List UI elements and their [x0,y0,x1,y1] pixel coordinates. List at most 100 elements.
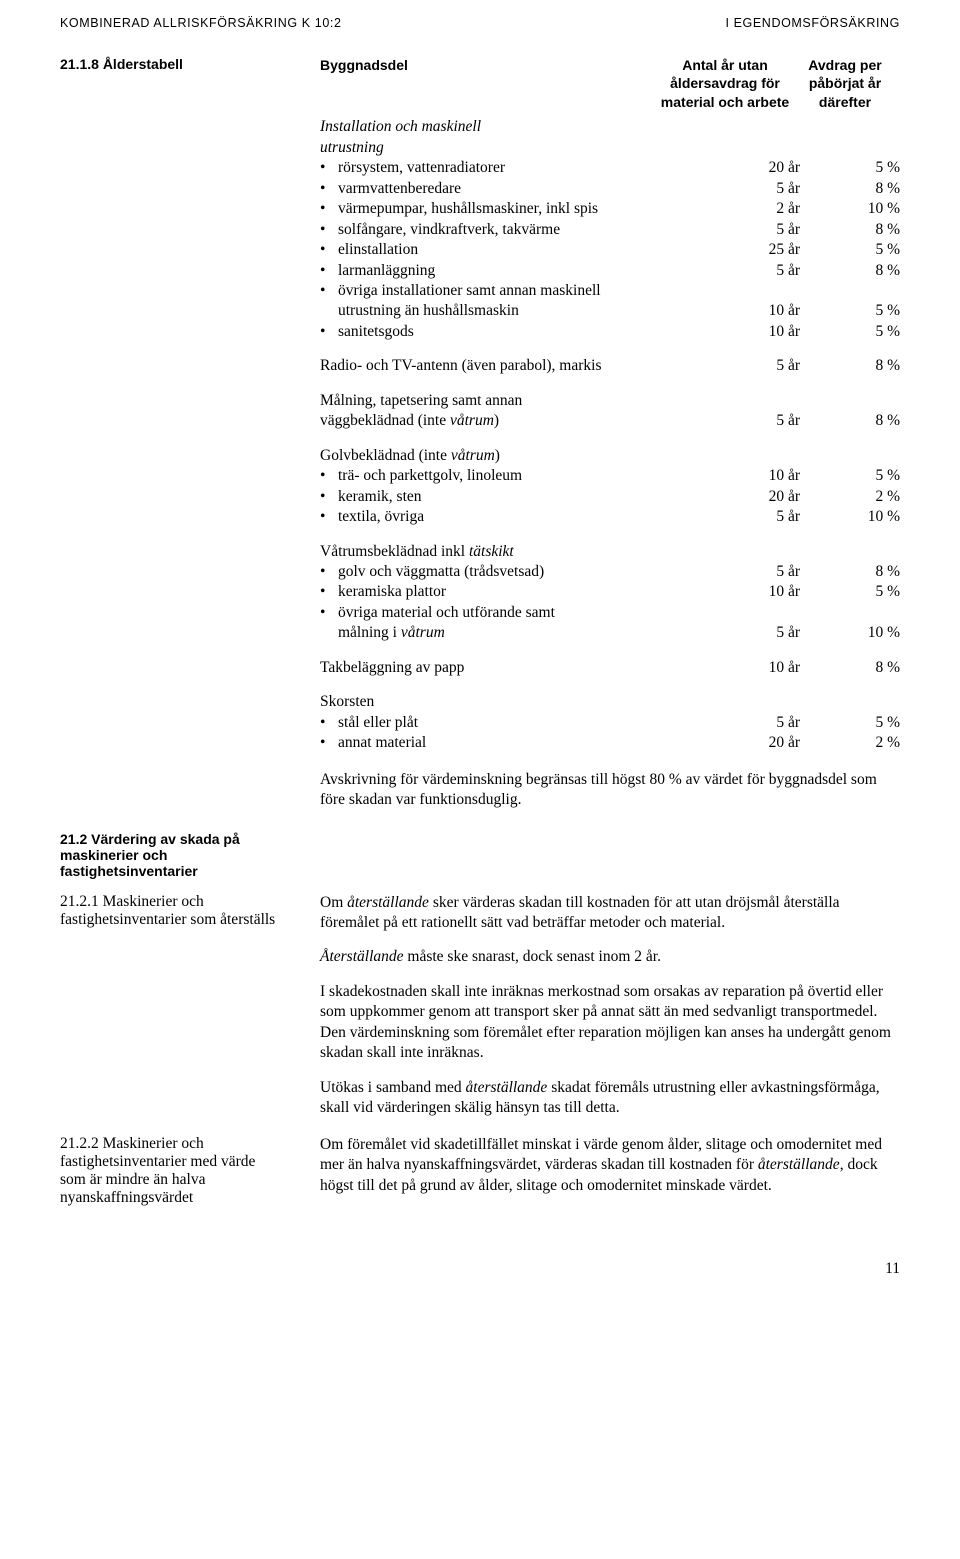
row-c1: 10 år [720,582,820,602]
group1-head-l2: utrustning [320,138,900,158]
header-left: KOMBINERAD ALLRISKFÖRSÄKRING K 10:2 [60,16,342,30]
row-desc: sanitetsgods [338,322,720,342]
th-years: Antal år utan åldersavdrag för material … [660,56,790,111]
row-desc: larmanläggning [338,261,720,281]
chimney-head: Skorsten [320,692,900,712]
row-c1: 5 år [720,562,820,582]
group1-head-l1: Installation och maskinell [320,117,900,137]
p2-it: Återställande [320,948,404,965]
paint-pre: väggbeklädnad (inte [320,412,450,429]
row-c2: 5 % [820,582,900,602]
bullet-icon: • [320,199,338,219]
paint-post: ) [494,412,499,429]
bullet-icon: • [320,261,338,281]
row-desc: övriga material och utförande samt målni… [338,603,900,644]
section-21-2-1-label: 21.2.1 Maskinerier och fastighetsinventa… [60,893,320,1133]
paint-it: våtrum [450,412,494,429]
para-21-2-2: Om föremålet vid skadetillfället minskat… [320,1135,900,1196]
bullet-icon: • [320,220,338,240]
table-row: •stål eller plåt5 år5 % [320,713,900,733]
row-c2: 2 % [820,733,900,753]
floor-pre: Golvbeklädnad (inte [320,447,451,464]
content: 21.1.8 Ålderstabell Byggnadsdel Antal år… [0,36,960,1250]
th-deduct-l3: därefter [790,93,900,111]
row-desc: rörsystem, vattenradiatorer [338,158,720,178]
bullet-icon: • [320,158,338,178]
section-21-2-label: 21.2 Värdering av skada på maskinerier o… [60,831,320,879]
extra1-c2: 5 % [820,301,900,321]
p2-post: måste ske snarast, dock senast inom 2 år… [404,948,661,965]
floor-post: ) [495,447,500,464]
row-desc: övriga installationer samt annan maskine… [338,281,900,322]
row-desc: solfångare, vindkraftverk, takvärme [338,220,720,240]
row-c1: 10 år [720,466,820,486]
row-c1: 5 år [720,261,820,281]
table-row: •värmepumpar, hushållsmaskiner, inkl spi… [320,199,900,219]
floor-head: Golvbeklädnad (inte våtrum) [320,446,900,466]
bullet-icon: • [320,582,338,602]
th-years-l3: material och arbete [660,93,790,111]
roof-c1: 10 år [720,658,820,678]
th-years-l1: Antal år utan [660,56,790,74]
row-desc: annat material [338,733,720,753]
p4-pre: Utökas i samband med [320,1079,466,1096]
row-c1: 20 år [720,158,820,178]
paint-head: Målning, tapetsering samt annan väggbekl… [320,391,900,432]
bullet-icon: • [320,281,338,301]
bullet-icon: • [320,507,338,527]
table-row: •solfångare, vindkraftverk, takvärme5 år… [320,220,900,240]
roof-desc: Takbeläggning av papp [320,658,720,678]
roof-row: Takbeläggning av papp 10 år 8 % [320,658,900,678]
age-table-header: Byggnadsdel Antal år utan åldersavdrag f… [320,56,900,111]
table-row: • sanitetsgods 10 år 5 % [320,322,900,342]
bullet-icon: • [320,240,338,260]
floor-it: våtrum [451,447,495,464]
bullet-icon: • [320,733,338,753]
th-deduct: Avdrag per påbörjat år därefter [790,56,900,111]
row-c2: 5 % [820,240,900,260]
bullet-icon: • [320,562,338,582]
wet-extra-c2: 10 % [820,623,900,643]
th-years-l2: åldersavdrag för [660,74,790,92]
paint-c1: 5 år [720,411,820,431]
header-right: I EGENDOMSFÖRSÄKRING [725,16,900,30]
table-row: •varmvattenberedare5 år8 % [320,179,900,199]
row-c1: 5 år [720,220,820,240]
radio-c1: 5 år [720,356,820,376]
bullet-icon: • [320,487,338,507]
page-number: 11 [0,1250,960,1308]
row-c2: 8 % [820,261,900,281]
row-desc: keramik, sten [338,487,720,507]
table-row: • övriga installationer samt annan maski… [320,281,900,322]
row-c1: 5 år [720,713,820,733]
th-byggnadsdel: Byggnadsdel [320,56,660,111]
extra1-l1: övriga installationer samt annan maskine… [338,281,900,301]
page-header: KOMBINERAD ALLRISKFÖRSÄKRING K 10:2 I EG… [0,0,960,36]
bullet-icon: • [320,713,338,733]
table-row: •larmanläggning5 år8 % [320,261,900,281]
row-desc: värmepumpar, hushållsmaskiner, inkl spis [338,199,720,219]
p4-it: återställande [466,1079,548,1096]
table-row: •annat material20 år2 % [320,733,900,753]
row-c1: 20 år [720,733,820,753]
row-c1: 25 år [720,240,820,260]
section-21-2-2-label: 21.2.2 Maskinerier och fastighetsinventa… [60,1135,320,1210]
row-desc: elinstallation [338,240,720,260]
wet-extra-c1: 5 år [720,623,820,643]
bullet-icon: • [320,603,338,623]
p2122-it: återställande [758,1156,840,1173]
table-row: •textila, övriga5 år10 % [320,507,900,527]
p1-it: återställande [347,894,429,911]
para-21-2-1-3: I skadekostnaden skall inte inräknas mer… [320,982,900,1064]
row-c2: 2 % [820,487,900,507]
row-desc: varmvattenberedare [338,179,720,199]
row-desc: trä- och parkettgolv, linoleum [338,466,720,486]
para-21-2-1-2: Återställande måste ske snarast, dock se… [320,947,900,967]
bullet-icon: • [320,179,338,199]
wet-pre: Våtrumsbeklädnad inkl [320,543,469,560]
row-c1: 10 år [720,322,820,342]
para-21-2-1-1: Om återställande sker värderas skadan ti… [320,893,900,934]
para-21-2-1-4: Utökas i samband med återställande skada… [320,1078,900,1119]
row-c1: 20 år [720,487,820,507]
extra1-c1: 10 år [720,301,820,321]
